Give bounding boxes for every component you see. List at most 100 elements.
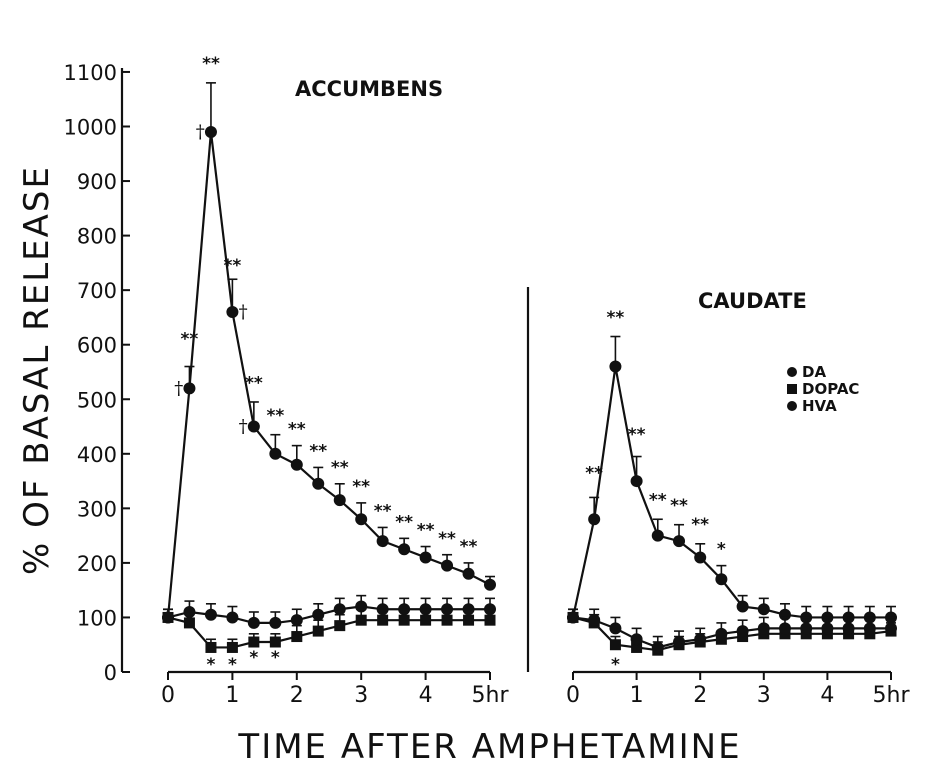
x-tick-label: 3 [354,683,368,708]
x-tick-label: 2 [693,683,707,708]
dagger-annotation: † [239,416,248,437]
y-tick-label: 1000 [64,116,117,140]
significance-annotation: ** [352,477,370,497]
series-line [167,605,490,625]
data-point [355,513,368,526]
legend-label: HVA [802,397,837,415]
data-point [673,535,686,548]
data-point [204,125,217,138]
x-tick-label: 2 [290,683,304,708]
data-point [462,567,475,580]
data-point [312,477,325,490]
data-point [376,603,389,616]
significance-annotation: * [717,540,726,560]
legend-label: DOPAC [802,380,859,398]
significance-annotation: * [207,655,216,675]
significance-annotation: * [611,655,620,675]
significance-annotation: ** [395,512,413,532]
significance-annotation: ** [417,521,435,541]
x-tick-label: 1 [630,683,644,708]
data-point [567,611,579,624]
data-point [821,622,834,635]
data-point [420,614,432,626]
data-point [441,603,454,616]
caudate-annotations: ******** ****** [585,308,726,675]
accumbens-x-ticks: 0 1 2 3 4 5hr [161,672,509,708]
data-point [651,641,664,654]
data-point [290,614,303,627]
data-point [226,641,238,653]
data-point [291,631,303,643]
data-point [736,625,749,638]
legend-marker [787,401,797,411]
x-tick-label: 4 [820,683,834,708]
data-point [419,603,432,616]
significance-annotation: ** [224,256,242,276]
y-tick-label: 500 [77,388,117,412]
data-point [333,603,346,616]
significance-annotation: ** [374,502,392,522]
caudate-x-ticks: 0 1 2 3 4 5hr [566,672,910,708]
data-point [800,622,813,635]
data-point [651,529,664,542]
data-point [376,535,389,548]
data-point [398,614,410,626]
caudate-panel: CAUDATE 0 1 2 3 4 5hr ******** ****** DADOPACH… [526,287,910,708]
data-point [204,608,217,621]
data-point [736,600,749,613]
series-line [572,616,892,652]
data-point [333,494,346,507]
accumbens-annotations: ********************** ** ** **††††* * * * [174,54,477,675]
data-point [398,603,411,616]
data-point [715,627,728,640]
data-point [312,625,324,637]
data-point [463,614,475,626]
data-point [205,641,217,653]
data-point [334,620,346,632]
data-point [226,611,239,624]
data-point [630,475,643,488]
data-point [631,641,643,653]
data-point [609,360,622,373]
data-point [757,603,770,616]
significance-annotation: ** [607,308,625,328]
x-axis-title: TIME AFTER AMPHETAMINE [237,727,741,767]
significance-annotation: ** [181,330,199,350]
dagger-annotation: † [239,301,248,322]
data-point [609,622,622,635]
accumbens-title: ACCUMBENS [295,77,443,101]
data-point [377,614,389,626]
data-point [715,573,728,586]
data-point [694,551,707,564]
significance-annotation: ** [460,537,478,557]
data-point [484,578,496,591]
y-tick-label: 0 [104,661,117,685]
series-hva [567,608,897,654]
series-line [571,366,891,619]
data-point [183,617,195,629]
data-point [419,551,432,564]
data-point [226,305,239,318]
series-line [572,616,891,649]
legend-marker [787,367,797,377]
significance-annotation: ** [628,425,646,445]
data-point [355,600,368,613]
data-point [248,636,260,648]
series-line [167,616,490,649]
data-point [630,633,643,646]
data-point [269,447,282,460]
data-point [673,635,686,648]
y-tick-label: 700 [77,279,117,303]
data-point [441,614,453,626]
data-point [694,633,707,646]
x-tick-label: 4 [419,683,433,708]
series-da [162,82,496,624]
data-point [247,616,260,629]
data-point [885,622,897,635]
x-tick-label: 0 [161,683,175,708]
series-line [166,131,491,618]
data-point [609,639,621,651]
series-hva [162,594,496,629]
